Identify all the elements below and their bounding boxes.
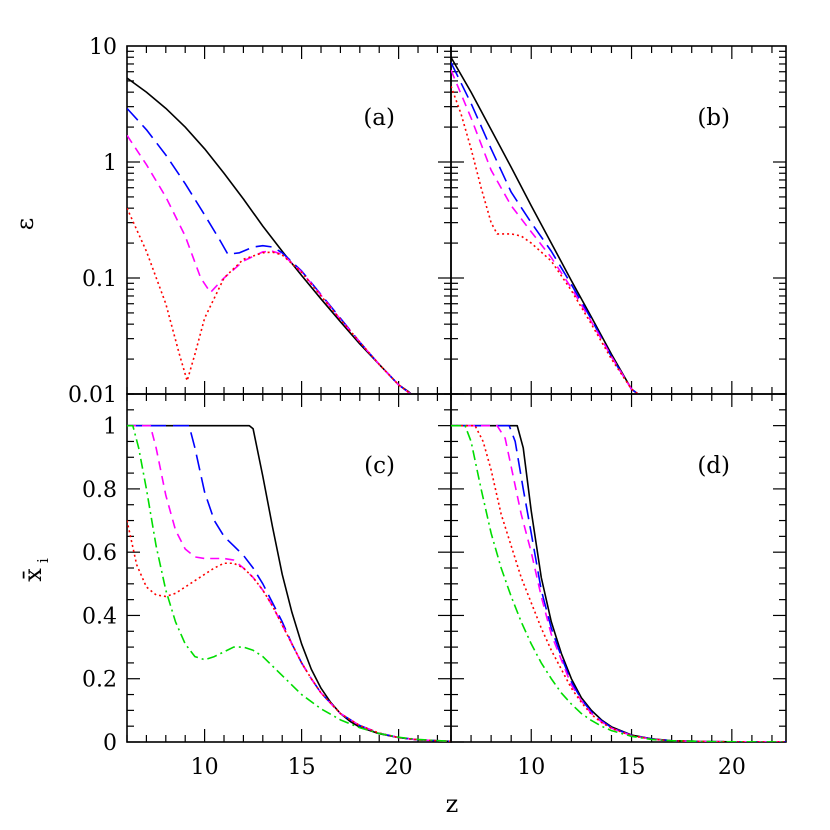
x-tick-label: 10	[191, 755, 219, 780]
x-axis-title: z	[446, 790, 459, 818]
series-line-long-dash	[451, 424, 786, 742]
y-tick-label: 10	[89, 35, 117, 60]
y-tick-label: 0.8	[82, 478, 117, 503]
y-tick-label: 1	[103, 415, 117, 440]
panel-a: 10 1 0.1 0.01 (a)	[68, 35, 452, 408]
panel-a-label: (a)	[363, 105, 395, 131]
y-tick-label: 0.2	[82, 668, 117, 693]
series-line-long-dash	[127, 107, 413, 394]
x-tick-label: 20	[718, 755, 746, 780]
series-line-long-dash	[451, 62, 640, 394]
series-line-dash-dot	[127, 424, 451, 742]
series-line-dotted	[127, 207, 413, 394]
series-line-short-dash	[451, 69, 640, 394]
series-line-short-dash	[127, 134, 413, 394]
y-tick-label: 0.4	[82, 604, 117, 629]
panel-b-frame	[450, 45, 787, 395]
y-tick-label: 0	[103, 731, 117, 756]
series-line-dash-dot	[451, 424, 786, 742]
panel-d-label: (d)	[697, 453, 730, 479]
x-tick-label: 20	[385, 755, 413, 780]
panel-b: (b)	[450, 45, 787, 395]
panel-c-frame	[126, 393, 452, 743]
panel-a-frame	[126, 45, 452, 395]
panel-d: 10 15 20 (d)	[450, 393, 787, 780]
y-tick-label: 1	[103, 151, 117, 176]
y-tick-label: 0.6	[82, 541, 117, 566]
top-y-axis-title: ε	[11, 218, 39, 230]
x-tick-label: 10	[517, 755, 545, 780]
bottom-y-axis-title: x̄ i	[19, 558, 52, 582]
series-line-short-dash	[451, 424, 786, 742]
bottom-y-axis-title-main: x̄	[19, 568, 47, 582]
series-line-dotted	[127, 520, 451, 742]
x-tick-label: 15	[288, 755, 316, 780]
series-line-dotted	[451, 85, 640, 394]
series-line-dotted	[451, 424, 786, 742]
series-line-solid	[451, 56, 640, 394]
panel-c-label: (c)	[364, 453, 395, 479]
series-line-solid	[127, 424, 451, 742]
y-tick-label: 0.01	[68, 383, 117, 408]
series-line-solid	[451, 424, 786, 742]
x-tick-label: 15	[618, 755, 646, 780]
panel-c: 10 15 20 0 0.2 0.4 0.6 0.8 1 (c)	[82, 393, 452, 780]
series-line-short-dash	[127, 424, 451, 742]
y-tick-label: 0.1	[82, 267, 117, 292]
bottom-y-axis-title-subscript: i	[34, 558, 52, 563]
series-line-long-dash	[127, 424, 451, 742]
panel-b-label: (b)	[697, 105, 730, 131]
